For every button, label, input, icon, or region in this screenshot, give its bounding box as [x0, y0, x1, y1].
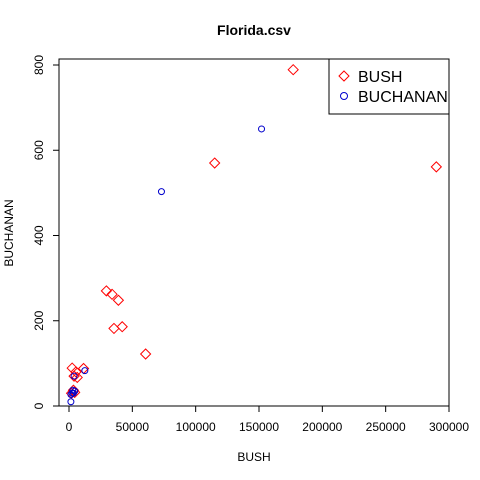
legend-label-buchanan: BUCHANAN	[358, 89, 448, 106]
x-tick-label: 200000	[302, 420, 342, 434]
x-tick-label: 150000	[239, 420, 279, 434]
point-bush	[106, 288, 118, 301]
point-bush	[108, 322, 120, 335]
point-bush	[287, 63, 299, 76]
x-tick-label: 0	[66, 420, 73, 434]
x-axis-title: BUSH	[237, 450, 270, 464]
point-buchanan	[258, 125, 266, 133]
point-bush	[71, 371, 83, 384]
y-axis-title: BUCHANAN	[2, 199, 16, 266]
chart-title: Florida.csv	[217, 22, 291, 38]
point-bush	[112, 294, 125, 306]
y-tick-label: 600	[32, 140, 46, 160]
legend-box	[328, 58, 450, 115]
point-buchanan	[67, 398, 75, 406]
y-tick-label: 200	[32, 310, 46, 330]
x-tick-label: 300000	[429, 420, 469, 434]
y-axis: 0 200 400 600 800	[32, 55, 59, 409]
point-bush	[430, 161, 443, 173]
point-bush	[208, 157, 221, 169]
point-bush	[66, 362, 78, 374]
point-buchanan	[81, 367, 89, 375]
plot-area-frame	[58, 58, 450, 407]
point-bush	[68, 370, 80, 382]
point-bush	[70, 366, 82, 378]
x-tick-label: 100000	[176, 420, 216, 434]
point-bush	[139, 348, 152, 360]
legend: BUSH BUCHANAN	[328, 58, 450, 115]
point-bush	[100, 285, 113, 297]
legend-marker-buchanan	[340, 92, 348, 100]
y-tick-label: 0	[32, 402, 46, 409]
legend-marker-bush	[338, 70, 350, 82]
point-buchanan	[157, 188, 165, 196]
data-points	[65, 63, 443, 406]
y-tick-label: 800	[32, 55, 46, 75]
point-buchanan	[70, 372, 78, 380]
point-buchanan	[69, 389, 77, 397]
y-tick-label: 400	[32, 225, 46, 245]
x-tick-label: 250000	[366, 420, 406, 434]
x-axis: 0 50000 100000 150000 200000 250000 300000	[66, 406, 469, 434]
legend-label-bush: BUSH	[358, 69, 402, 86]
x-tick-label: 50000	[116, 420, 150, 434]
point-bush	[116, 321, 128, 333]
